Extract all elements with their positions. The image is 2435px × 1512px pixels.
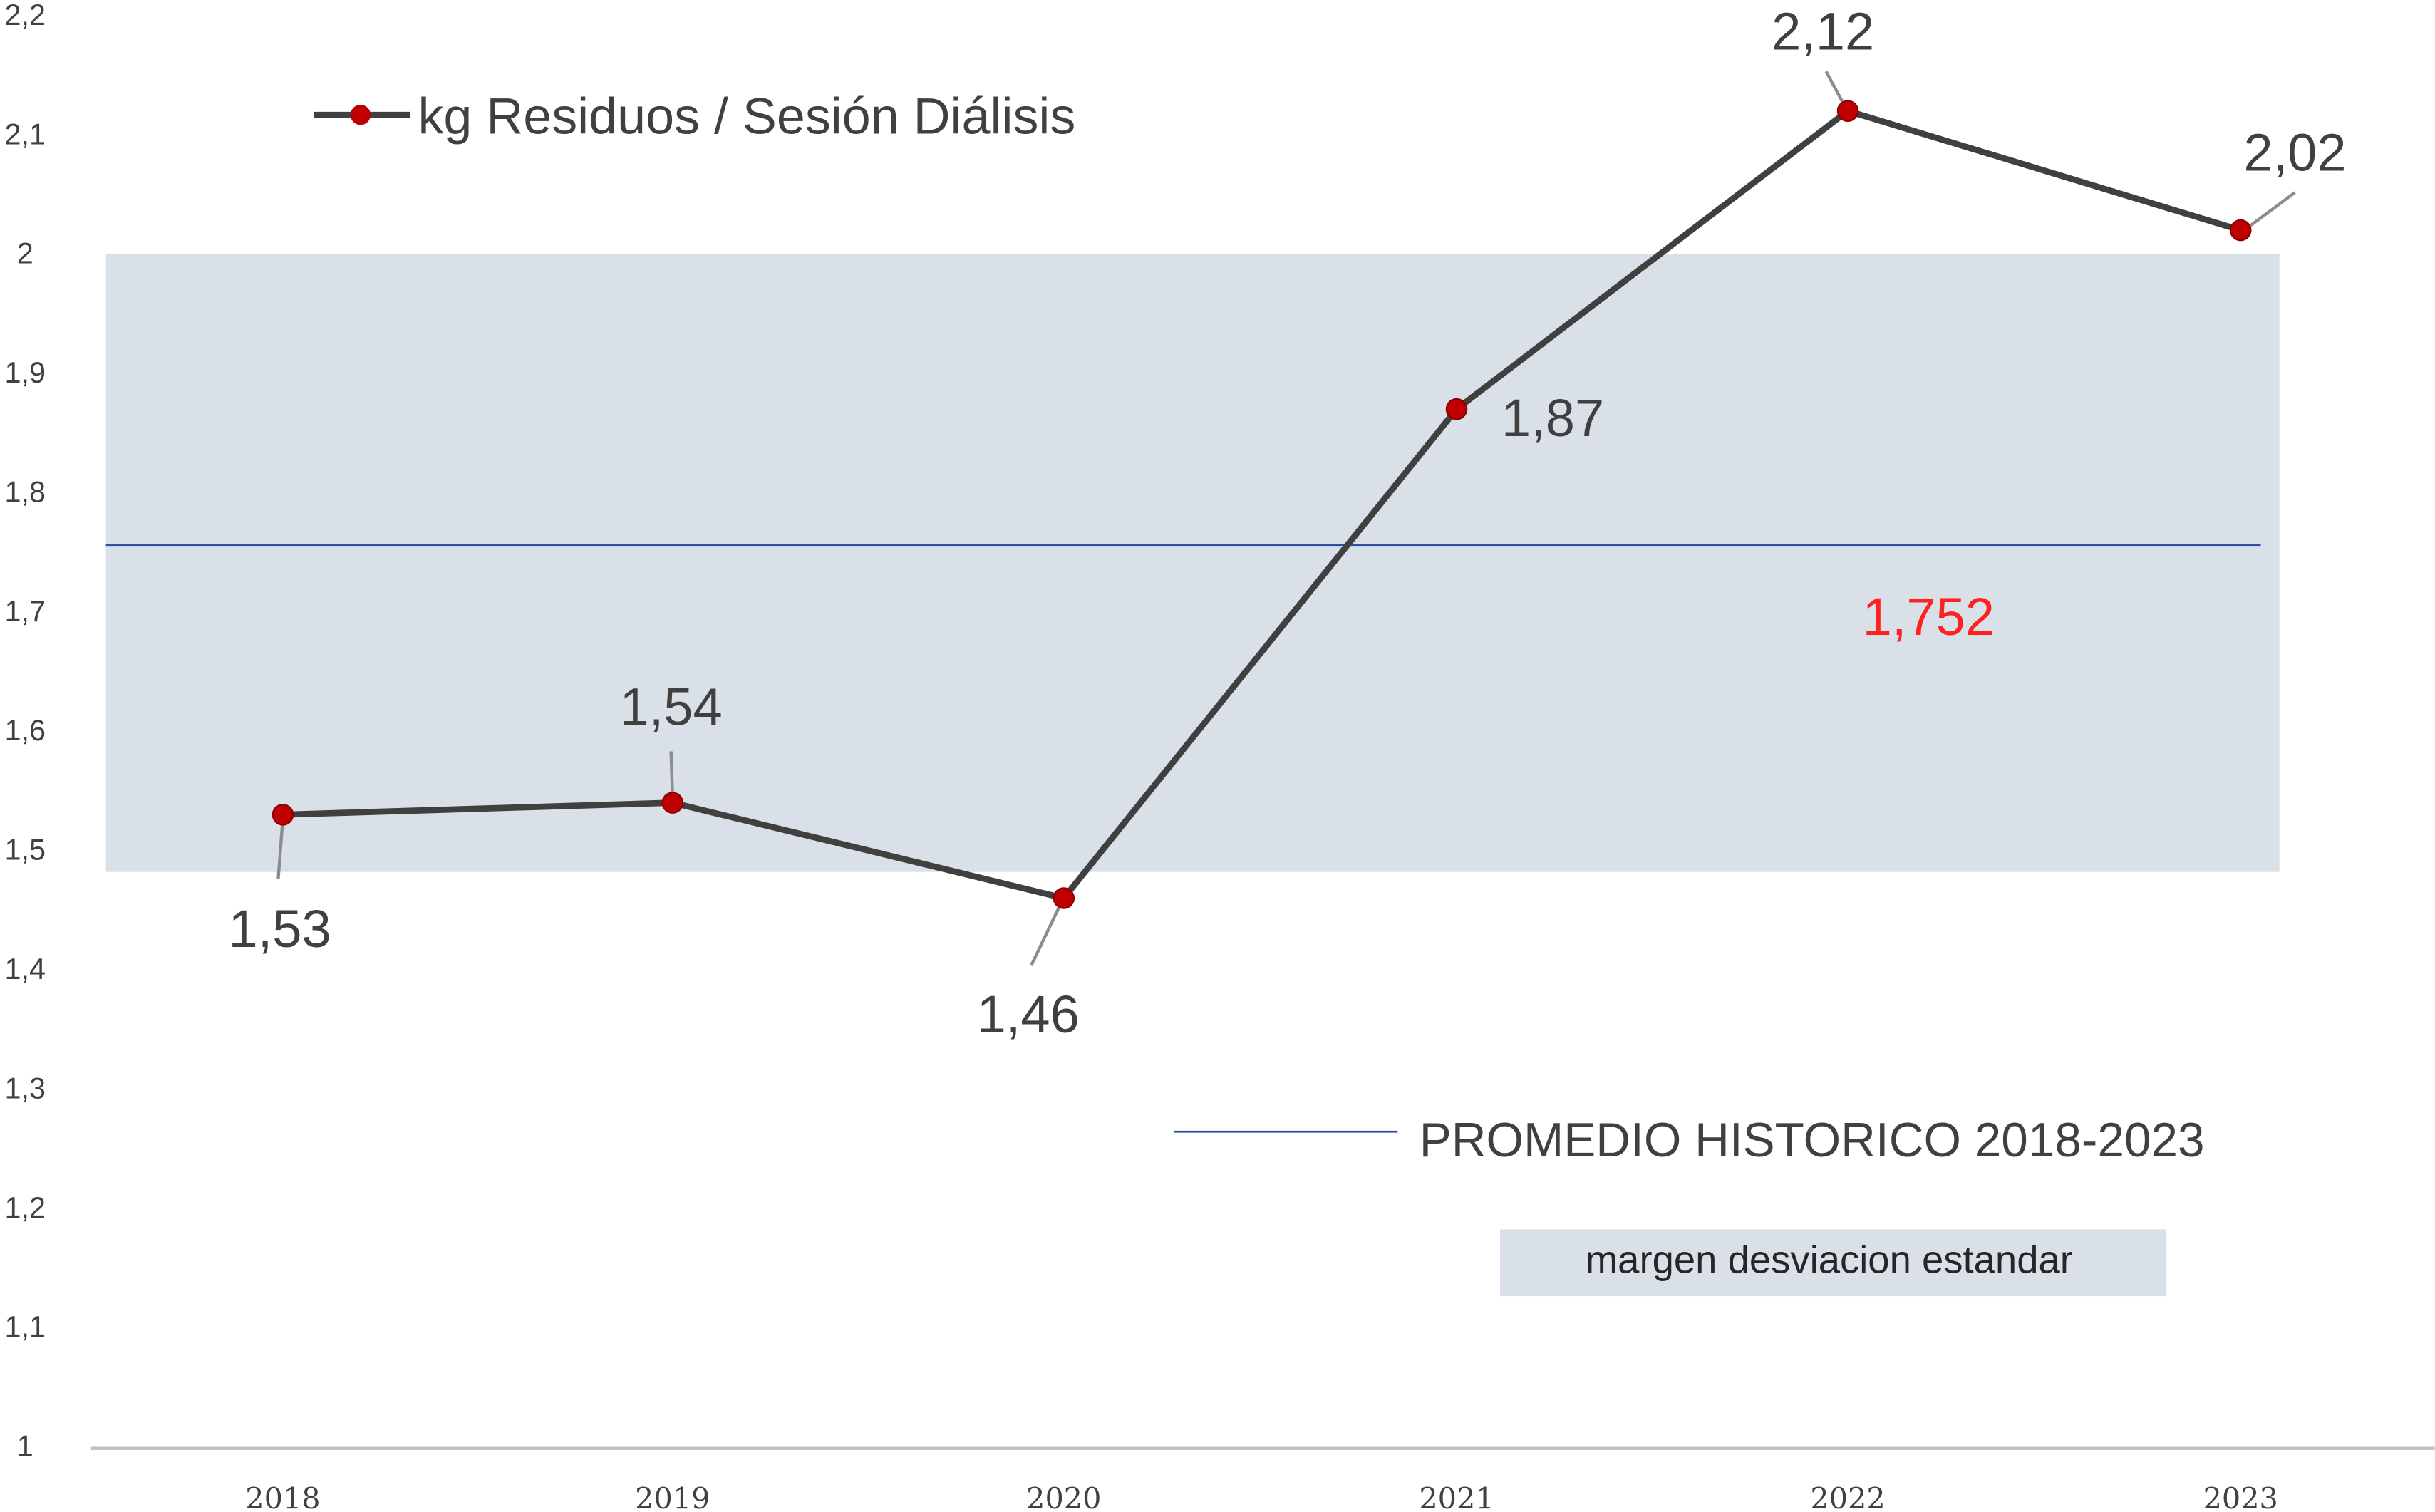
y-tick-label: 1,3 (5, 1072, 46, 1104)
std-dev-band (105, 254, 2280, 872)
y-tick-label: 2,2 (5, 0, 46, 31)
y-tick-label: 1,2 (5, 1191, 46, 1224)
y-tick-label: 1,7 (5, 595, 46, 628)
legend-band-swatch (1500, 1229, 2166, 1297)
y-tick-label: 1,1 (5, 1310, 46, 1343)
y-tick-label: 1 (17, 1430, 33, 1463)
x-tick-label: 2023 (2203, 1482, 2278, 1512)
data-label: 1,54 (620, 677, 723, 736)
data-label: 1,46 (977, 985, 1080, 1044)
data-point (1836, 100, 1859, 122)
data-label: 1,87 (1501, 388, 1604, 447)
y-tick-label: 1,6 (5, 714, 46, 747)
y-tick-label: 1,9 (5, 356, 46, 389)
average-value-label: 1,752 (1863, 587, 1995, 646)
data-label: 2,12 (1772, 2, 1874, 61)
data-point (272, 804, 294, 826)
y-tick-label: 2 (17, 237, 33, 270)
data-point (2229, 219, 2252, 242)
data-point (1445, 398, 1468, 420)
x-tick-label: 2019 (635, 1482, 710, 1512)
data-point (1053, 887, 1075, 909)
data-label-leader (669, 751, 674, 797)
legend-series-marker-icon (350, 105, 371, 125)
legend-band-label: margen desviacion estandar (1586, 1238, 2073, 1281)
legend-series-label: kg Residuos / Sesión Diálisis (418, 88, 1075, 145)
data-label: 2,02 (2243, 123, 2346, 182)
data-point (661, 792, 684, 814)
data-label-leader (1030, 896, 1065, 967)
y-tick-label: 2,1 (5, 118, 46, 150)
data-label: 1,53 (229, 899, 331, 958)
legend-average-label: PROMEDIO HISTORICO 2018-2023 (1420, 1114, 2205, 1167)
data-label-leader (276, 817, 285, 879)
x-tick-label: 2020 (1026, 1482, 1101, 1512)
x-tick-label: 2021 (1419, 1482, 1494, 1512)
x-tick-label: 2022 (1810, 1482, 1885, 1512)
series-line (282, 108, 2242, 901)
y-tick-label: 1,5 (5, 834, 46, 866)
y-tick-label: 1,8 (5, 475, 46, 508)
x-tick-label: 2018 (245, 1482, 320, 1512)
y-tick-label: 1,4 (5, 953, 46, 985)
